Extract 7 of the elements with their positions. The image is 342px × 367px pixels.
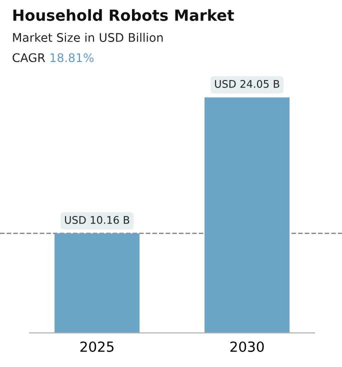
x-tick-label: 2030 (230, 341, 264, 352)
x-tick-label: 2025 (80, 341, 114, 352)
data-label: USD 24.05 B (215, 80, 280, 88)
text: CAGR 18.81% (12, 53, 94, 62)
data-label: USD 10.16 B (65, 216, 130, 224)
chart-subtitle: Market Size in USD Billion (13, 32, 163, 42)
chart-title: Household Robots Market (13, 9, 234, 21)
